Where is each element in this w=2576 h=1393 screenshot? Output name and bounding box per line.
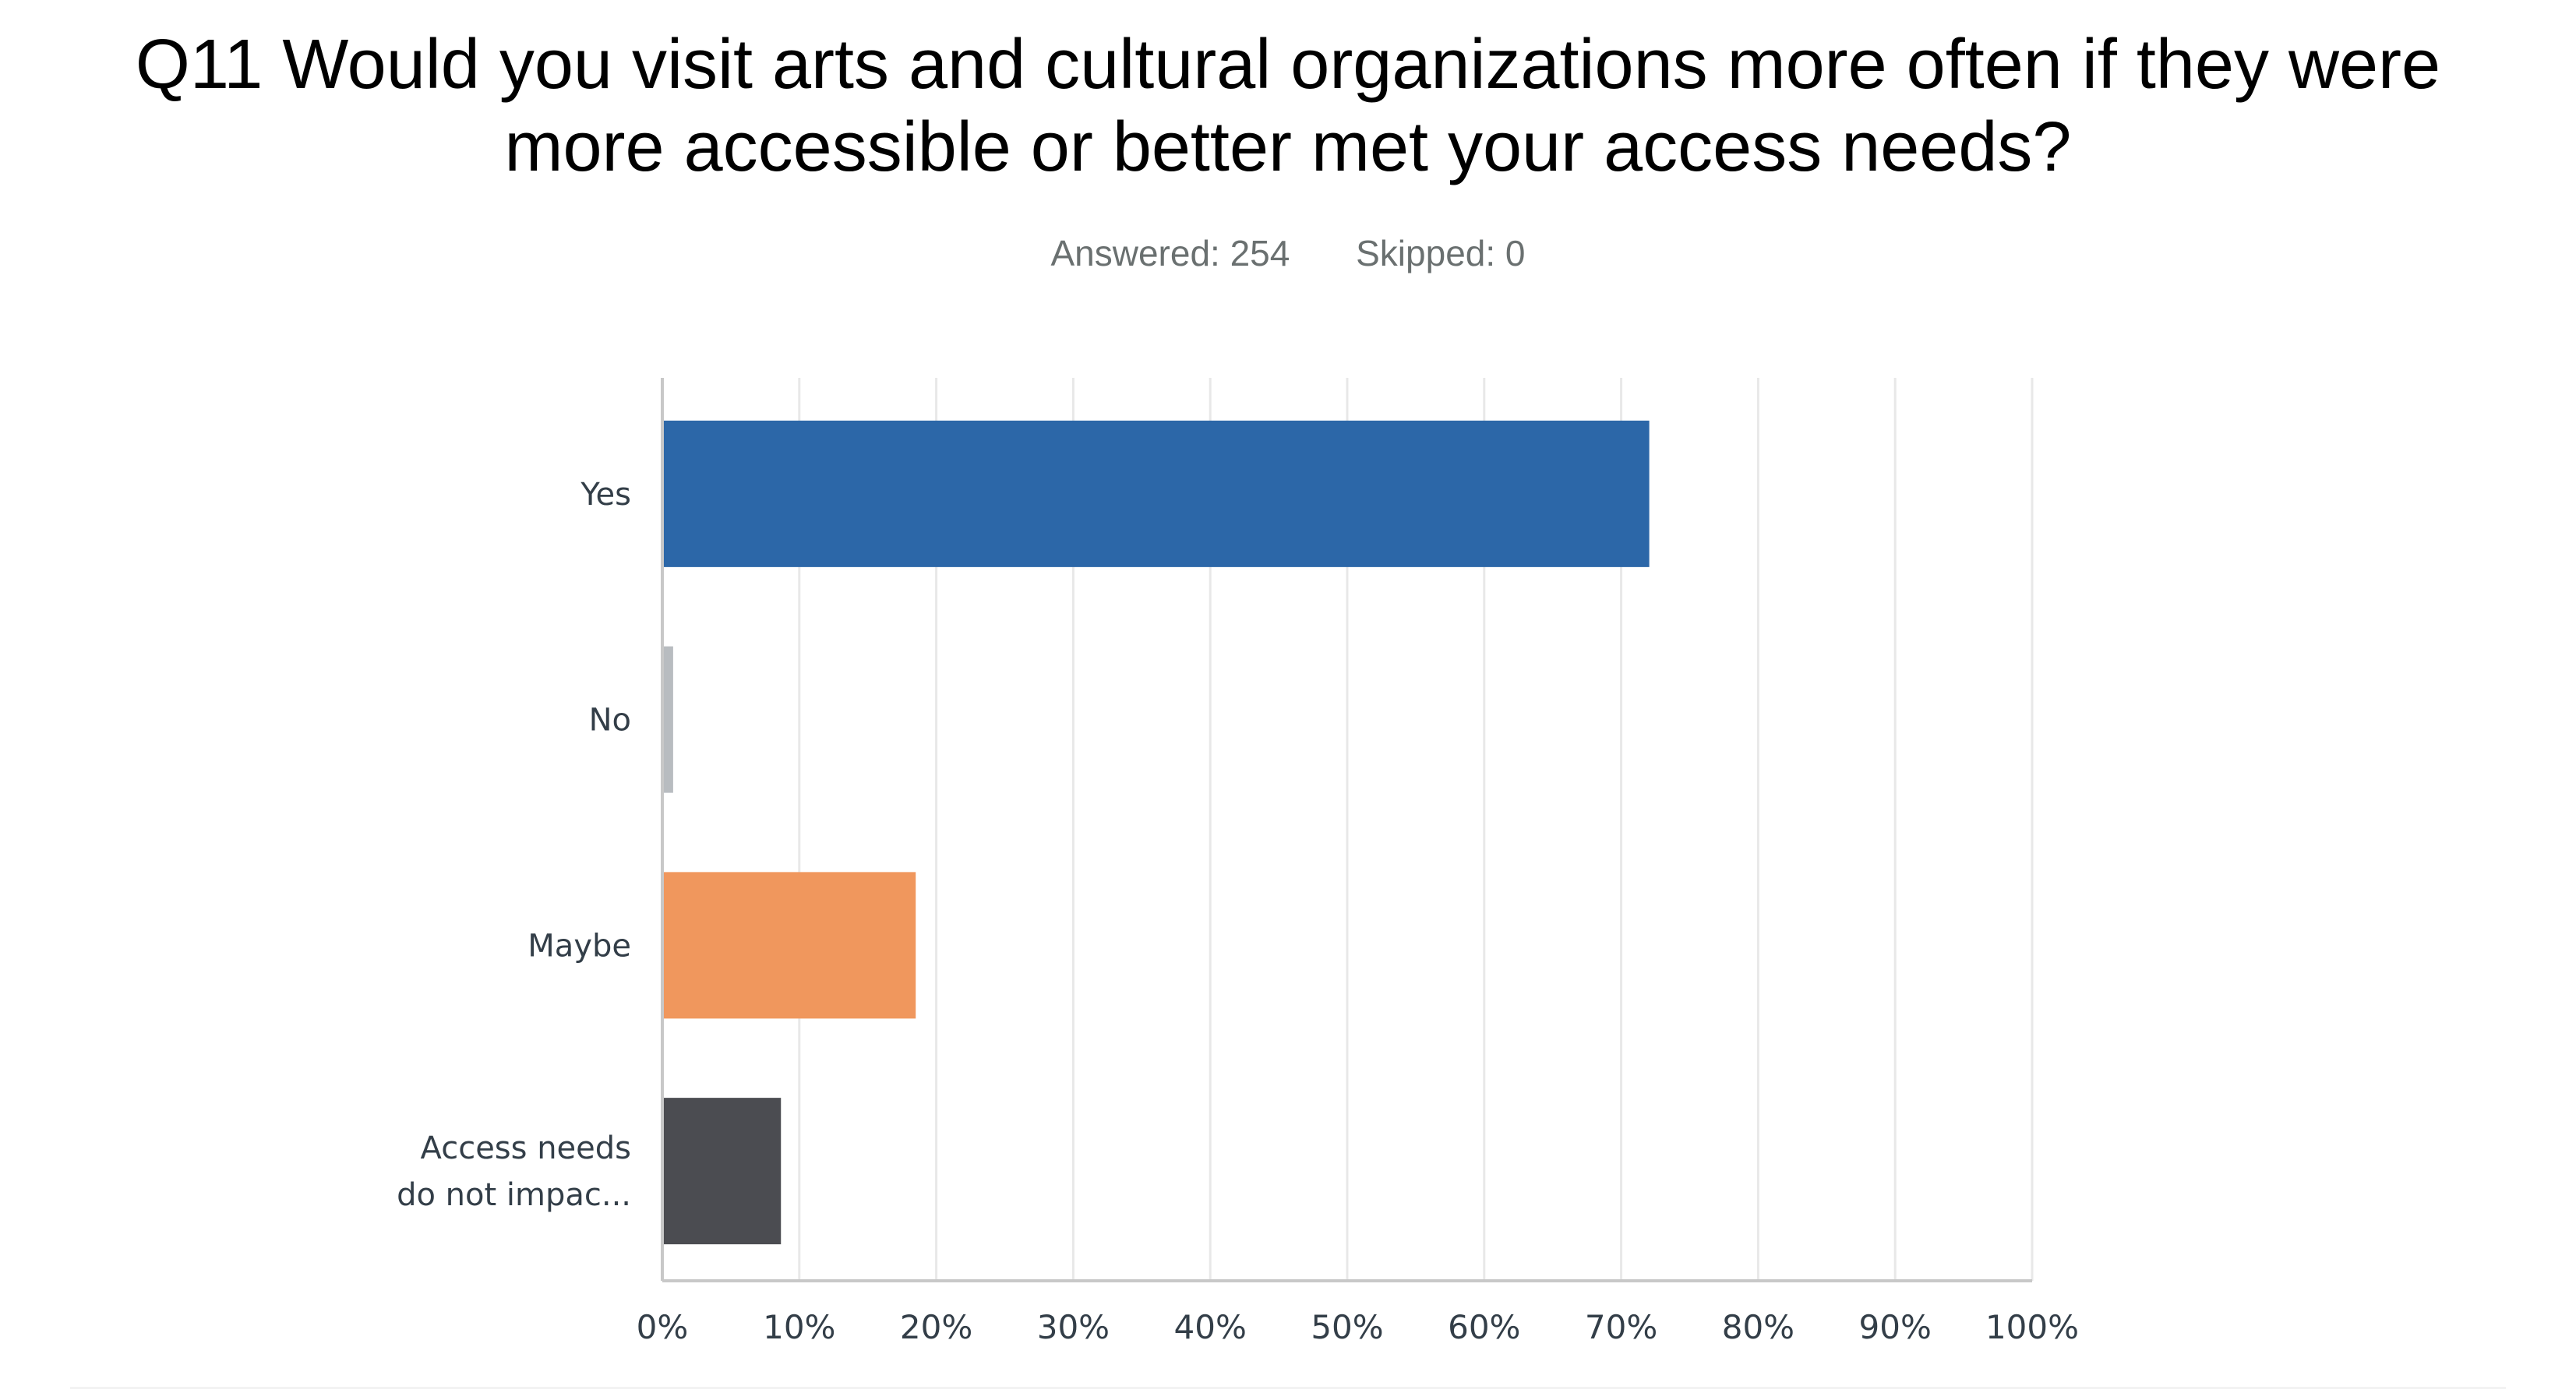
category-label: Access needs: [421, 1130, 631, 1166]
category-label: Yes: [580, 477, 631, 513]
skipped-count: Skipped: 0: [1356, 233, 1526, 273]
x-tick-label: 30%: [1037, 1308, 1110, 1346]
x-tick-label: 90%: [1859, 1308, 1932, 1346]
chart-title: Q11 Would you visit arts and cultural or…: [0, 23, 2576, 189]
category-label: Maybe: [528, 928, 631, 964]
bar: [664, 1098, 782, 1245]
response-stats: Answered: 254 Skipped: 0: [0, 232, 2576, 274]
x-tick-label: 70%: [1585, 1308, 1657, 1346]
answered-count: Answered: 254: [1050, 233, 1290, 273]
category-label: do not impac...: [397, 1177, 631, 1213]
bar: [664, 646, 673, 793]
x-tick-label: 20%: [900, 1308, 972, 1346]
bar: [664, 872, 916, 1019]
x-tick-label: 80%: [1722, 1308, 1794, 1346]
x-tick-label: 0%: [637, 1308, 689, 1346]
bar: [664, 420, 1650, 567]
category-label: No: [589, 703, 631, 739]
x-tick-label: 60%: [1448, 1308, 1520, 1346]
title-line-1: Q11 Would you visit arts and cultural or…: [135, 26, 2441, 104]
x-tick-label: 50%: [1311, 1308, 1383, 1346]
divider: [70, 1387, 2506, 1389]
x-tick-label: 100%: [1985, 1308, 2079, 1346]
x-tick-label: 10%: [763, 1308, 835, 1346]
x-tick-label: 40%: [1174, 1308, 1247, 1346]
title-line-2: more accessible or better met your acces…: [504, 108, 2072, 186]
